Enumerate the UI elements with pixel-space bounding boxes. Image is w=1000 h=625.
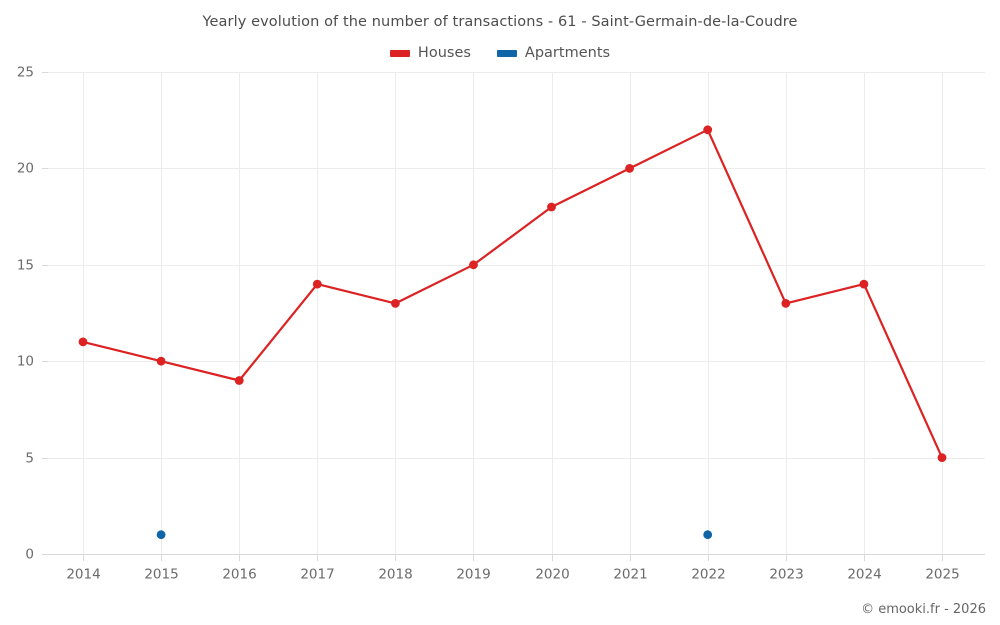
data-point[interactable] [937,453,947,462]
x-tick-label: 2015 [144,567,178,583]
data-point[interactable] [547,202,556,212]
x-tick-label: 2014 [66,567,100,583]
legend-swatch-apartments [496,49,517,57]
data-point[interactable] [859,279,869,289]
data-point[interactable] [156,356,166,366]
y-tick-label: 15 [17,258,34,274]
data-point[interactable] [703,125,713,135]
x-tick-label: 2017 [300,567,334,583]
y-tick-label: 0 [25,547,34,563]
legend-label-houses: Houses [417,45,471,61]
data-point[interactable] [391,299,400,308]
footer-credit: © emooki.fr - 2026 [861,602,986,617]
series-line-houses [81,128,944,459]
x-tick-label: 2022 [691,567,725,583]
legend-label-apartments: Apartments [524,45,611,61]
data-point[interactable] [312,279,322,289]
legend-item-houses[interactable]: Houses [389,45,471,61]
x-tick-label: 2025 [925,567,959,583]
data-point[interactable] [781,299,791,308]
y-tick-label: 25 [17,65,34,81]
chart-title: Yearly evolution of the number of transa… [202,14,798,30]
data-point[interactable] [78,337,88,347]
y-tick-label: 10 [17,354,34,370]
x-tick-label: 2018 [378,567,412,583]
x-tick-label: 2021 [613,567,647,583]
legend-swatch-houses [389,49,410,57]
x-tick-label: 2019 [456,567,490,583]
x-tick-label: 2023 [769,567,803,583]
legend-item-apartments[interactable]: Apartments [496,45,611,61]
series-houses [78,125,947,462]
y-tick-label: 5 [25,451,34,467]
x-tick-label: 2016 [222,567,256,583]
data-point[interactable] [156,530,166,540]
data-point[interactable] [234,376,244,385]
series-apartments [156,530,713,540]
x-tick-label: 2020 [535,567,569,583]
data-point[interactable] [703,530,713,540]
data-point[interactable] [625,164,634,173]
y-tick-label: 20 [17,161,34,177]
chart-legend: Houses Apartments [0,45,1000,61]
data-point[interactable] [469,260,478,270]
x-tick-label: 2024 [847,567,881,583]
